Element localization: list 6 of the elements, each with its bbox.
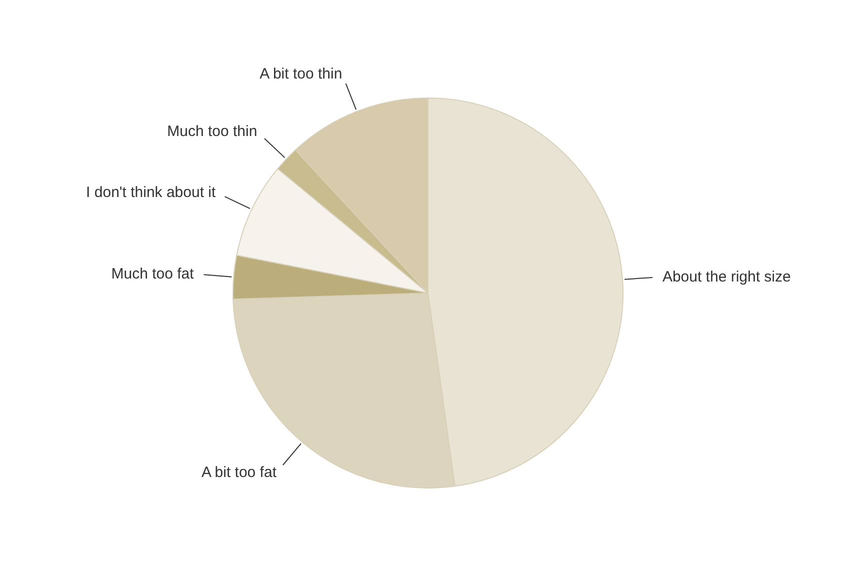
slice-label: Much too thin [167, 123, 258, 140]
slice-label: Much too fat [111, 265, 195, 282]
slice-label: A bit too thin [260, 66, 342, 83]
slice-label: I don't think about it [86, 184, 217, 201]
slice-label: A bit too fat [201, 464, 278, 482]
slice-label: About the right size [662, 268, 791, 286]
